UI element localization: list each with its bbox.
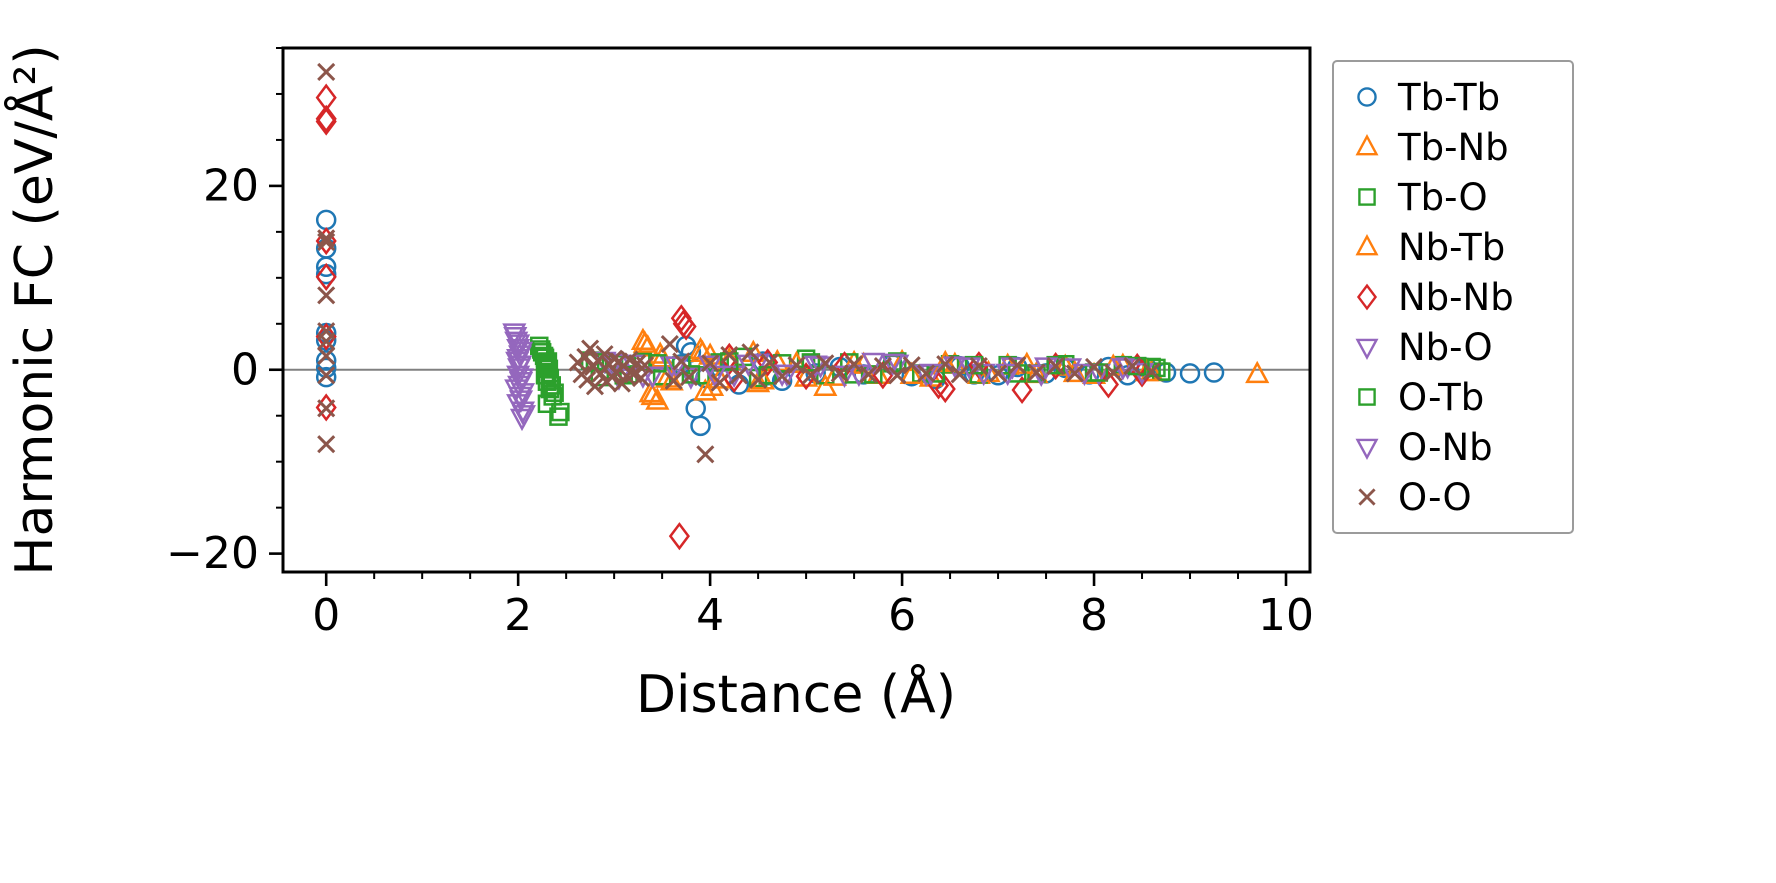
x-tick-label: 0 — [312, 590, 340, 641]
y-tick-label: 0 — [231, 344, 259, 395]
series-Tb-Tb — [315, 209, 1225, 437]
legend-marker-triangle-up-icon — [1355, 234, 1379, 256]
x-tick-label: 10 — [1258, 590, 1314, 641]
legend-label: Tb-O — [1398, 175, 1488, 219]
plot-frame — [281, 46, 1312, 574]
legend-label: O-Nb — [1398, 425, 1493, 469]
x-tick-label: 2 — [504, 590, 532, 641]
legend-item-O-Nb: O-Nb — [1350, 422, 1556, 472]
legend-marker-diamond-icon — [1356, 283, 1378, 311]
y-axis-label: Harmonic FC (eV/Å²) — [3, 44, 65, 575]
legend-label: Nb-O — [1398, 325, 1493, 369]
legend-label: O-O — [1398, 475, 1472, 519]
x-tick-label: 4 — [696, 590, 724, 641]
y-tick-label: 20 — [203, 160, 259, 211]
x-axis-label: Distance (Å) — [636, 663, 956, 725]
legend-marker-triangle-down-icon — [1355, 338, 1379, 360]
legend-item-Tb-Nb: Tb-Nb — [1350, 122, 1556, 172]
y-tick-label: −20 — [166, 528, 259, 579]
series-Nb-Nb — [315, 83, 1153, 551]
legend-item-O-O: O-O — [1350, 472, 1556, 522]
x-tick-label: 8 — [1080, 590, 1108, 641]
legend-label: Tb-Nb — [1398, 125, 1509, 169]
legend-item-Nb-O: Nb-O — [1350, 322, 1556, 372]
legend-marker-triangle-down-icon — [1355, 438, 1379, 460]
data-points-layer — [315, 62, 1270, 551]
legend-item-O-Tb: O-Tb — [1350, 372, 1556, 422]
legend-label: Nb-Tb — [1398, 225, 1506, 269]
x-tick-label: 6 — [888, 590, 916, 641]
legend-marker-circle-icon — [1357, 87, 1377, 107]
legend-item-Nb-Nb: Nb-Nb — [1350, 272, 1556, 322]
legend-marker-x-icon — [1358, 488, 1376, 506]
legend: Tb-Tb Tb-Nb Tb-O Nb-Tb Nb-Nb Nb-O O-Tb O-Nb O-O — [1332, 60, 1574, 534]
legend-label: O-Tb — [1398, 375, 1485, 419]
legend-marker-triangle-up-icon — [1355, 134, 1379, 156]
legend-label: Nb-Nb — [1398, 275, 1514, 319]
legend-marker-square-icon — [1358, 388, 1376, 406]
legend-marker-square-icon — [1358, 188, 1376, 206]
legend-label: Tb-Tb — [1398, 75, 1501, 119]
legend-item-Nb-Tb: Nb-Tb — [1350, 222, 1556, 272]
series-O-O — [317, 62, 1161, 464]
axes-layer: 0 2 4 6 8 10 −20 0 20 — [166, 47, 1314, 641]
legend-item-Tb-Tb: Tb-Tb — [1350, 72, 1556, 122]
legend-item-Tb-O: Tb-O — [1350, 172, 1556, 222]
